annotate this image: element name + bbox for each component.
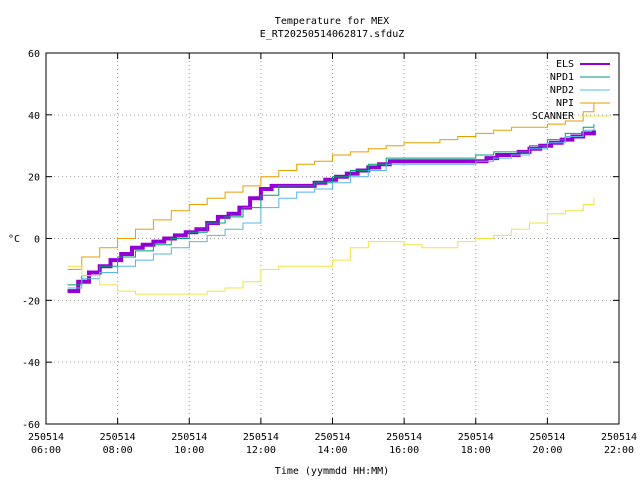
- y-tick-label: -20: [22, 296, 40, 307]
- x-axis-label: Time (yymmdd HH:MM): [275, 466, 389, 477]
- legend-label: NPD2: [550, 85, 574, 96]
- x-tick-time-label: 10:00: [174, 445, 204, 456]
- plot-frame: [45, 52, 620, 425]
- y-tick-label: -60: [22, 420, 40, 431]
- x-tick-time-label: 22:00: [604, 445, 634, 456]
- legend-label: NPD1: [550, 72, 574, 83]
- legend-label: NPI: [556, 98, 574, 109]
- x-tick-date-label: 250514: [458, 432, 494, 443]
- series-line-scanner: [67, 198, 595, 295]
- legend: ELS NPD1 NPD2 NPI SCANNER: [532, 59, 610, 122]
- x-tick-date-label: 250514: [529, 432, 565, 443]
- x-tick-time-label: 06:00: [31, 445, 61, 456]
- y-axis-label: °C: [8, 234, 20, 245]
- y-tick-label: -40: [22, 358, 40, 369]
- series-line-npd2: [67, 127, 595, 289]
- series-line-els: [67, 130, 596, 294]
- chart-subtitle: E_RT20250514062817.sfduZ: [260, 29, 405, 40]
- x-tick-date-label: 250514: [28, 432, 64, 443]
- x-tick-time-label: 12:00: [246, 445, 276, 456]
- chart-title: Temperature for MEX: [275, 16, 389, 27]
- x-tick-date-label: 250514: [243, 432, 279, 443]
- x-tick-date-label: 250514: [171, 432, 207, 443]
- x-tick-time-label: 08:00: [103, 445, 133, 456]
- x-tick-date-label: 250514: [314, 432, 350, 443]
- x-tick-time-label: 14:00: [317, 445, 347, 456]
- y-tick-label: 60: [28, 49, 40, 60]
- series-lines: [67, 102, 596, 295]
- series-line-npd1: [67, 124, 595, 286]
- x-tick-date-label: 250514: [386, 432, 422, 443]
- x-tick-time-label: 18:00: [461, 445, 491, 456]
- y-tick-label: 0: [34, 235, 40, 246]
- x-tick-date-label: 250514: [601, 432, 637, 443]
- y-tick-label: 40: [28, 111, 40, 122]
- legend-label: ELS: [556, 59, 574, 70]
- x-tick-time-label: 16:00: [389, 445, 419, 456]
- axis-ticks: -60 -40 -20 0 20 40 60 250514 06:00 250514 08:00 25…: [22, 49, 637, 456]
- x-tick-date-label: 250514: [100, 432, 136, 443]
- y-tick-label: 20: [28, 173, 40, 184]
- series-line-npi: [67, 102, 595, 270]
- x-tick-time-label: 20:00: [532, 445, 562, 456]
- legend-label: SCANNER: [532, 111, 575, 122]
